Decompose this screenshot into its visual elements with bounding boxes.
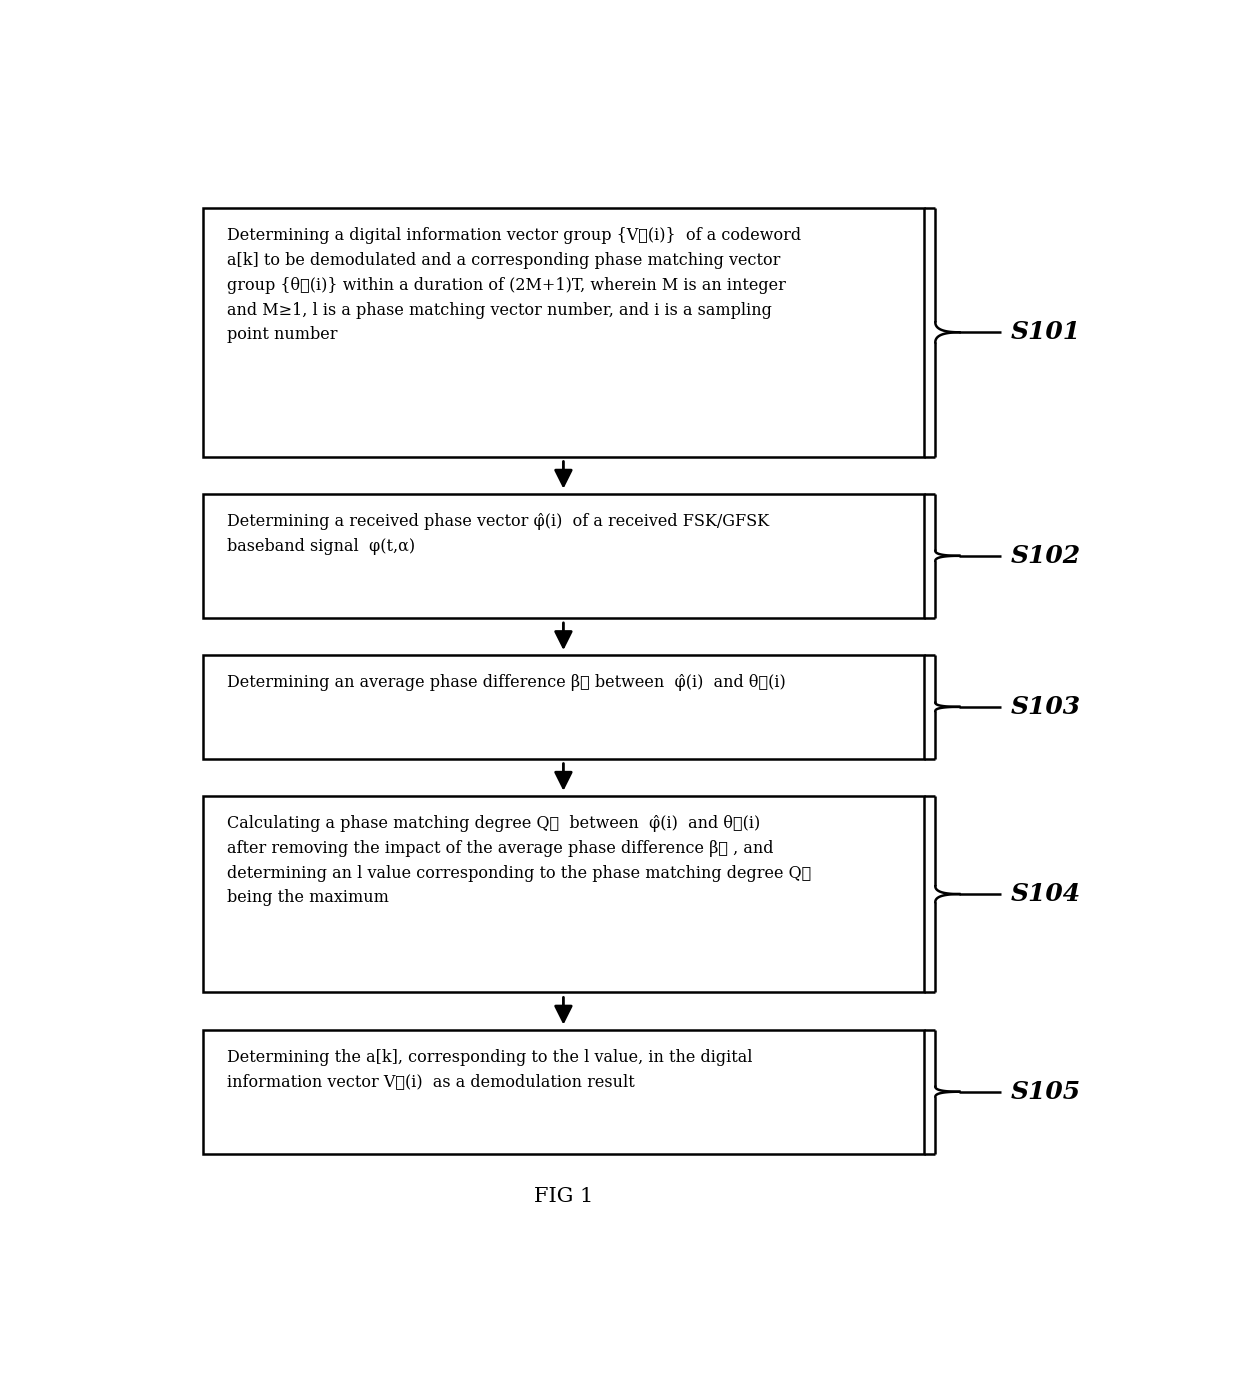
FancyBboxPatch shape bbox=[203, 1029, 924, 1154]
Text: S103: S103 bbox=[1011, 696, 1080, 719]
Text: Determining the a[k], corresponding to the l value, in the digital
information v: Determining the a[k], corresponding to t… bbox=[227, 1049, 753, 1090]
Text: S104: S104 bbox=[1011, 882, 1080, 907]
Text: S105: S105 bbox=[1011, 1079, 1080, 1104]
Text: S102: S102 bbox=[1011, 544, 1080, 567]
FancyBboxPatch shape bbox=[203, 208, 924, 457]
FancyBboxPatch shape bbox=[203, 656, 924, 759]
Text: Determining an average phase difference βℓ between  φ̂(i)  and θℓ(i): Determining an average phase difference … bbox=[227, 675, 786, 691]
Text: Determining a digital information vector group {Vℓ(i)}  of a codeword
a[k] to be: Determining a digital information vector… bbox=[227, 228, 801, 344]
FancyBboxPatch shape bbox=[203, 494, 924, 618]
Text: S101: S101 bbox=[1011, 320, 1080, 344]
Text: Calculating a phase matching degree Qℓ  between  φ̂(i)  and θℓ(i)
after removing: Calculating a phase matching degree Qℓ b… bbox=[227, 816, 811, 907]
FancyBboxPatch shape bbox=[203, 796, 924, 992]
Text: FIG 1: FIG 1 bbox=[533, 1187, 593, 1206]
Text: Determining a received phase vector φ̂(i)  of a received FSK/GFSK
baseband signa: Determining a received phase vector φ̂(i… bbox=[227, 513, 769, 555]
